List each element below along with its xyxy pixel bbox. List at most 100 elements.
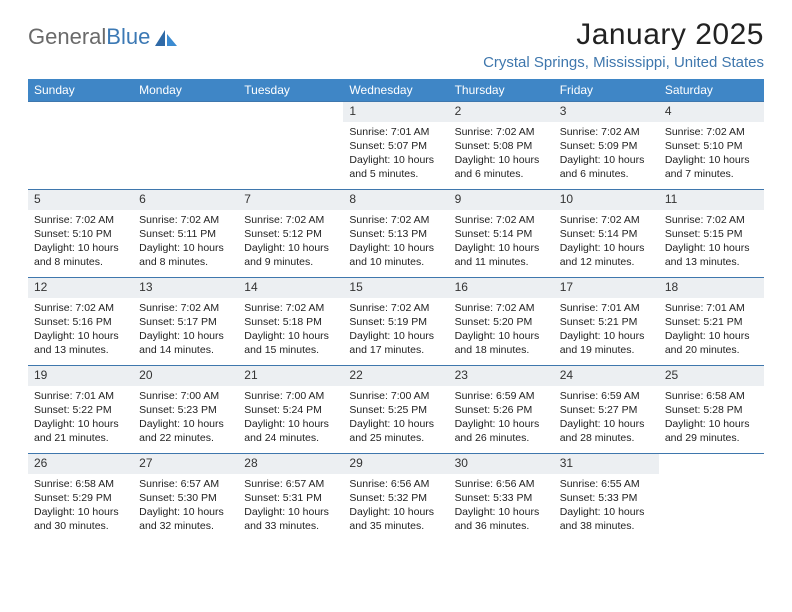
brand-part1: General <box>28 24 106 50</box>
day-info: Sunrise: 7:01 AMSunset: 5:21 PMDaylight:… <box>659 298 764 362</box>
day-info: Sunrise: 7:02 AMSunset: 5:10 PMDaylight:… <box>659 122 764 186</box>
day-info: Sunrise: 7:00 AMSunset: 5:25 PMDaylight:… <box>343 386 448 450</box>
day-number: 8 <box>343 190 448 210</box>
day-info: Sunrise: 7:01 AMSunset: 5:22 PMDaylight:… <box>28 386 133 450</box>
day-header: Friday <box>554 79 659 102</box>
calendar-week-row: 26Sunrise: 6:58 AMSunset: 5:29 PMDayligh… <box>28 454 764 542</box>
calendar-cell: 18Sunrise: 7:01 AMSunset: 5:21 PMDayligh… <box>659 278 764 366</box>
day-number: 1 <box>343 102 448 122</box>
calendar-cell: 7Sunrise: 7:02 AMSunset: 5:12 PMDaylight… <box>238 190 343 278</box>
calendar-cell: 5Sunrise: 7:02 AMSunset: 5:10 PMDaylight… <box>28 190 133 278</box>
day-header: Monday <box>133 79 238 102</box>
calendar-cell: 25Sunrise: 6:58 AMSunset: 5:28 PMDayligh… <box>659 366 764 454</box>
day-number: 18 <box>659 278 764 298</box>
day-number-empty <box>659 454 764 474</box>
calendar-body: 1Sunrise: 7:01 AMSunset: 5:07 PMDaylight… <box>28 102 764 542</box>
day-number: 30 <box>449 454 554 474</box>
day-number: 21 <box>238 366 343 386</box>
calendar-cell: 17Sunrise: 7:01 AMSunset: 5:21 PMDayligh… <box>554 278 659 366</box>
calendar-cell: 27Sunrise: 6:57 AMSunset: 5:30 PMDayligh… <box>133 454 238 542</box>
calendar-cell: 21Sunrise: 7:00 AMSunset: 5:24 PMDayligh… <box>238 366 343 454</box>
day-number: 15 <box>343 278 448 298</box>
calendar-cell: 14Sunrise: 7:02 AMSunset: 5:18 PMDayligh… <box>238 278 343 366</box>
calendar-cell: 29Sunrise: 6:56 AMSunset: 5:32 PMDayligh… <box>343 454 448 542</box>
day-info: Sunrise: 7:00 AMSunset: 5:24 PMDaylight:… <box>238 386 343 450</box>
day-number: 10 <box>554 190 659 210</box>
day-info: Sunrise: 7:02 AMSunset: 5:19 PMDaylight:… <box>343 298 448 362</box>
calendar-cell: 30Sunrise: 6:56 AMSunset: 5:33 PMDayligh… <box>449 454 554 542</box>
day-info: Sunrise: 7:02 AMSunset: 5:11 PMDaylight:… <box>133 210 238 274</box>
day-info: Sunrise: 7:02 AMSunset: 5:14 PMDaylight:… <box>554 210 659 274</box>
day-info: Sunrise: 6:58 AMSunset: 5:28 PMDaylight:… <box>659 386 764 450</box>
day-number: 26 <box>28 454 133 474</box>
day-number-empty <box>28 102 133 122</box>
calendar-cell: 16Sunrise: 7:02 AMSunset: 5:20 PMDayligh… <box>449 278 554 366</box>
calendar-cell: 4Sunrise: 7:02 AMSunset: 5:10 PMDaylight… <box>659 102 764 190</box>
day-number: 13 <box>133 278 238 298</box>
day-number: 16 <box>449 278 554 298</box>
day-info: Sunrise: 6:59 AMSunset: 5:27 PMDaylight:… <box>554 386 659 450</box>
calendar-cell: 10Sunrise: 7:02 AMSunset: 5:14 PMDayligh… <box>554 190 659 278</box>
day-header: Tuesday <box>238 79 343 102</box>
day-info: Sunrise: 7:02 AMSunset: 5:10 PMDaylight:… <box>28 210 133 274</box>
day-number: 14 <box>238 278 343 298</box>
calendar-cell: 28Sunrise: 6:57 AMSunset: 5:31 PMDayligh… <box>238 454 343 542</box>
day-info: Sunrise: 6:55 AMSunset: 5:33 PMDaylight:… <box>554 474 659 538</box>
day-number: 7 <box>238 190 343 210</box>
day-info: Sunrise: 7:00 AMSunset: 5:23 PMDaylight:… <box>133 386 238 450</box>
calendar-cell <box>28 102 133 190</box>
calendar-cell <box>133 102 238 190</box>
calendar-week-row: 19Sunrise: 7:01 AMSunset: 5:22 PMDayligh… <box>28 366 764 454</box>
month-title: January 2025 <box>483 18 764 52</box>
calendar-cell: 11Sunrise: 7:02 AMSunset: 5:15 PMDayligh… <box>659 190 764 278</box>
day-info: Sunrise: 7:02 AMSunset: 5:20 PMDaylight:… <box>449 298 554 362</box>
calendar-cell: 15Sunrise: 7:02 AMSunset: 5:19 PMDayligh… <box>343 278 448 366</box>
calendar-cell: 13Sunrise: 7:02 AMSunset: 5:17 PMDayligh… <box>133 278 238 366</box>
day-number: 19 <box>28 366 133 386</box>
day-info: Sunrise: 7:02 AMSunset: 5:18 PMDaylight:… <box>238 298 343 362</box>
day-info: Sunrise: 7:02 AMSunset: 5:15 PMDaylight:… <box>659 210 764 274</box>
day-number: 23 <box>449 366 554 386</box>
day-info: Sunrise: 6:59 AMSunset: 5:26 PMDaylight:… <box>449 386 554 450</box>
day-info: Sunrise: 6:58 AMSunset: 5:29 PMDaylight:… <box>28 474 133 538</box>
day-header: Thursday <box>449 79 554 102</box>
title-block: January 2025 Crystal Springs, Mississipp… <box>483 18 764 71</box>
day-number: 2 <box>449 102 554 122</box>
calendar-week-row: 12Sunrise: 7:02 AMSunset: 5:16 PMDayligh… <box>28 278 764 366</box>
day-info: Sunrise: 7:02 AMSunset: 5:17 PMDaylight:… <box>133 298 238 362</box>
calendar-cell <box>659 454 764 542</box>
day-info: Sunrise: 6:57 AMSunset: 5:31 PMDaylight:… <box>238 474 343 538</box>
day-number-empty <box>133 102 238 122</box>
day-info: Sunrise: 7:02 AMSunset: 5:14 PMDaylight:… <box>449 210 554 274</box>
day-header-row: SundayMondayTuesdayWednesdayThursdayFrid… <box>28 79 764 102</box>
day-number: 31 <box>554 454 659 474</box>
day-info: Sunrise: 7:02 AMSunset: 5:12 PMDaylight:… <box>238 210 343 274</box>
calendar-cell: 23Sunrise: 6:59 AMSunset: 5:26 PMDayligh… <box>449 366 554 454</box>
day-header: Saturday <box>659 79 764 102</box>
calendar-cell <box>238 102 343 190</box>
calendar-cell: 8Sunrise: 7:02 AMSunset: 5:13 PMDaylight… <box>343 190 448 278</box>
day-number: 27 <box>133 454 238 474</box>
day-info: Sunrise: 7:02 AMSunset: 5:08 PMDaylight:… <box>449 122 554 186</box>
calendar-page: GeneralBlue January 2025 Crystal Springs… <box>0 0 792 542</box>
day-number: 20 <box>133 366 238 386</box>
day-number: 9 <box>449 190 554 210</box>
day-number: 28 <box>238 454 343 474</box>
day-header: Sunday <box>28 79 133 102</box>
day-info: Sunrise: 7:02 AMSunset: 5:16 PMDaylight:… <box>28 298 133 362</box>
day-number: 17 <box>554 278 659 298</box>
calendar-cell: 24Sunrise: 6:59 AMSunset: 5:27 PMDayligh… <box>554 366 659 454</box>
calendar-cell: 2Sunrise: 7:02 AMSunset: 5:08 PMDaylight… <box>449 102 554 190</box>
calendar-cell: 20Sunrise: 7:00 AMSunset: 5:23 PMDayligh… <box>133 366 238 454</box>
brand-part2: Blue <box>106 24 150 50</box>
day-info: Sunrise: 7:01 AMSunset: 5:07 PMDaylight:… <box>343 122 448 186</box>
calendar-cell: 6Sunrise: 7:02 AMSunset: 5:11 PMDaylight… <box>133 190 238 278</box>
day-number: 3 <box>554 102 659 122</box>
day-header: Wednesday <box>343 79 448 102</box>
day-number-empty <box>238 102 343 122</box>
day-info: Sunrise: 6:56 AMSunset: 5:32 PMDaylight:… <box>343 474 448 538</box>
calendar-cell: 22Sunrise: 7:00 AMSunset: 5:25 PMDayligh… <box>343 366 448 454</box>
calendar-cell: 3Sunrise: 7:02 AMSunset: 5:09 PMDaylight… <box>554 102 659 190</box>
day-number: 12 <box>28 278 133 298</box>
day-number: 25 <box>659 366 764 386</box>
